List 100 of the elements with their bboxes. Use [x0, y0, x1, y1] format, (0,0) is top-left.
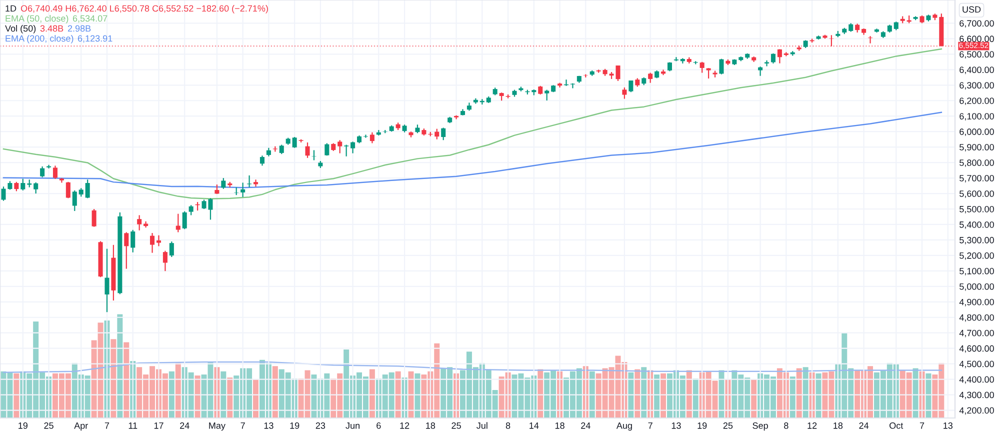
candlestick — [279, 144, 284, 155]
y-tick-label: 6,600.00 — [960, 36, 994, 44]
x-tick-label: 7 — [920, 422, 924, 429]
y-tick-label: 6,100.00 — [960, 113, 994, 121]
x-tick-label: Aug — [616, 422, 632, 431]
candlestick — [434, 128, 440, 140]
y-tick-label: 6,200.00 — [960, 98, 994, 106]
bar — [253, 380, 259, 418]
candlestick — [370, 132, 374, 144]
candlestick — [182, 210, 187, 230]
chart-title: 1D — [6, 5, 16, 12]
candlestick — [72, 190, 77, 212]
x-tick-label: Jun — [346, 422, 360, 429]
bar — [751, 380, 757, 418]
text: USD — [962, 6, 981, 13]
candlestick — [66, 181, 70, 199]
candlestick — [674, 56, 678, 62]
x-tick-label: Apr — [74, 422, 88, 431]
candlestick — [324, 142, 330, 156]
candlestick — [770, 52, 776, 64]
candlestick — [40, 166, 45, 178]
candlestick — [46, 164, 52, 169]
x-tick-label: Jul — [476, 422, 488, 429]
candlestick — [214, 184, 220, 195]
bar — [117, 314, 123, 418]
x-tick-label: 11 — [128, 422, 138, 429]
candlestick — [344, 144, 349, 157]
candlestick — [52, 165, 58, 180]
y-tick-label: 4,800.00 — [959, 314, 994, 322]
text: EMA (200, close) — [6, 35, 74, 44]
text: Vol (50) — [5, 25, 36, 34]
annotation: 3.48B — [40, 25, 64, 32]
x-tick-label: 7 — [648, 422, 652, 429]
candlestick — [20, 178, 26, 191]
x-tick-label: 25 — [723, 422, 733, 429]
candlestick — [104, 248, 110, 313]
x-tick-label: 24 — [859, 422, 869, 429]
candlestick — [338, 140, 342, 154]
candlestick — [544, 89, 550, 102]
y-tick-label: 5,000.00 — [960, 283, 994, 291]
candlestick — [188, 204, 194, 216]
y-tick-label: 4,700.00 — [959, 330, 994, 338]
x-tick-label: 24 — [581, 422, 590, 429]
candlestick — [130, 229, 136, 253]
y-tick-label: 4,900.00 — [959, 298, 994, 306]
y-tick-label: 5,700.00 — [960, 175, 994, 182]
x-tick-label: 6 — [376, 422, 381, 429]
x-tick-label: 7 — [104, 422, 110, 429]
candlestick — [240, 182, 246, 198]
y-tick-label: 5,800.00 — [960, 160, 994, 167]
y-tick-label: 4,500.00 — [959, 360, 994, 368]
candlestick — [176, 213, 180, 233]
candlestick — [706, 68, 711, 80]
bar — [110, 339, 116, 418]
candlestick — [137, 214, 142, 231]
x-tick-label: Oct — [890, 422, 904, 429]
y-tick-label: 5,600.00 — [960, 190, 994, 198]
candlestick — [14, 181, 19, 192]
y-tick-label: 5,300.00 — [960, 236, 994, 244]
x-tick-label: 12 — [808, 422, 817, 429]
candlestick — [305, 142, 310, 158]
y-tick-label: 5,200.00 — [960, 252, 994, 260]
x-tick-label: 19 — [698, 422, 707, 429]
y-tick-label: 4,600.00 — [959, 345, 994, 353]
candlestick — [85, 179, 90, 199]
y-tick-label: 5,100.00 — [960, 268, 994, 276]
x-tick-label: 25 — [44, 422, 54, 429]
candlestick — [124, 232, 129, 270]
x-tick-label: 18 — [426, 422, 436, 429]
y-tick-label: 4,300.00 — [959, 392, 994, 400]
y-tick-label: 6,300.00 — [960, 82, 994, 90]
x-tick-label: 25 — [452, 422, 461, 429]
y-tick-label: 5,900.00 — [960, 144, 994, 152]
candlestick — [221, 177, 226, 190]
candlestick — [162, 250, 168, 272]
x-tick-label: May — [209, 422, 226, 431]
y-tick-label: 6,500.00 — [960, 51, 994, 59]
candlestick — [777, 48, 782, 64]
y-tick-label: 6,400.00 — [960, 66, 994, 74]
x-tick-label: Sep — [752, 422, 768, 431]
y-tick-label: 4,200.00 — [959, 407, 994, 415]
x-tick-label: 18 — [834, 422, 843, 429]
candlestick — [292, 136, 297, 148]
x-tick-label: 24 — [180, 422, 190, 429]
candlestick — [622, 86, 627, 100]
candlestick — [156, 234, 161, 247]
candlestick — [169, 240, 174, 258]
x-tick-label: 8 — [506, 422, 510, 429]
x-tick-label: 8 — [784, 422, 788, 429]
candlestick — [648, 72, 653, 84]
candlestick — [758, 66, 763, 76]
x-tick-label: 7 — [240, 422, 245, 429]
line-series — [2, 112, 942, 188]
annotation: 2.98B — [68, 25, 91, 32]
y-tick-label: 6,000.00 — [960, 128, 994, 136]
bar — [272, 366, 278, 418]
annotation: 6,123.91 — [78, 35, 112, 43]
y-tick-label: 5,400.00 — [960, 221, 994, 229]
x-tick-label: 13 — [944, 422, 953, 429]
x-tick-label: 19 — [290, 422, 300, 429]
